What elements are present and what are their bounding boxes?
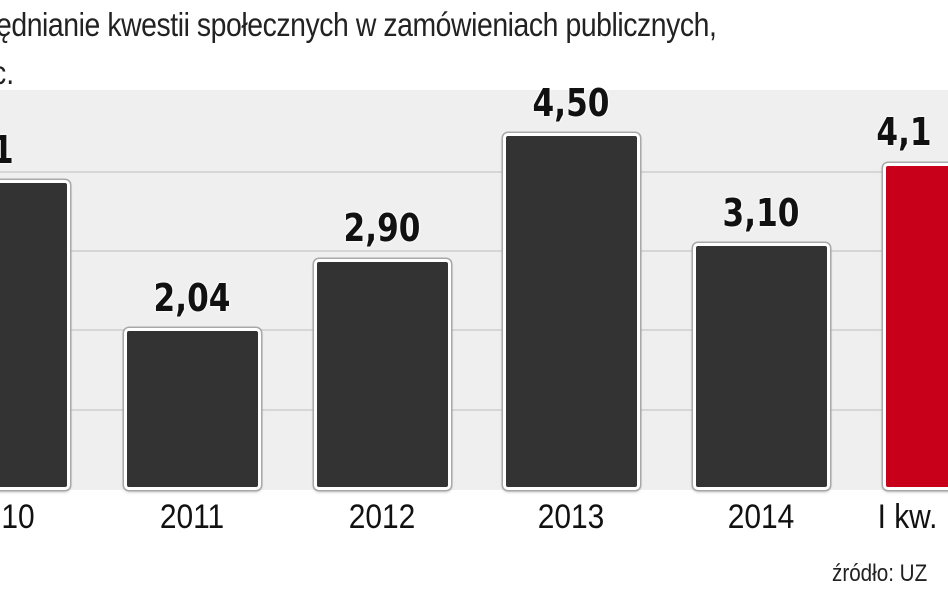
- category-label-2013: 2013: [537, 498, 605, 536]
- value-label-2012: 2,90: [343, 206, 421, 250]
- value-label-2013: 4,50: [532, 81, 610, 125]
- category-label-2014: 2014: [727, 498, 795, 536]
- category-label-2012: 2012: [348, 498, 416, 536]
- chart-subtitle: c.: [0, 54, 15, 91]
- bar-2014: [693, 243, 830, 490]
- gridline-2: [0, 329, 948, 331]
- value-label-2011: 2,04: [153, 276, 231, 320]
- value-label-2010: 91: [0, 128, 58, 172]
- category-label-q1: I kw.: [877, 498, 938, 536]
- bar-q1: [883, 163, 948, 490]
- gridline-1: [0, 409, 948, 411]
- category-label-2010: 10: [1, 498, 35, 536]
- value-label-q1: 4,1: [876, 110, 932, 154]
- gridline-4: [0, 171, 948, 173]
- bar-2010: [0, 180, 70, 490]
- source-note: źródło: UZ: [832, 560, 928, 587]
- bar-2012: [314, 259, 451, 490]
- bar-2011: [124, 328, 261, 490]
- value-label-2014: 3,10: [722, 191, 800, 235]
- bar-2013: [503, 133, 640, 490]
- chart-title: ędnianie kwestii społecznych w zamówieni…: [0, 6, 717, 43]
- category-label-2011: 2011: [159, 498, 225, 536]
- gridline-3: [0, 250, 948, 252]
